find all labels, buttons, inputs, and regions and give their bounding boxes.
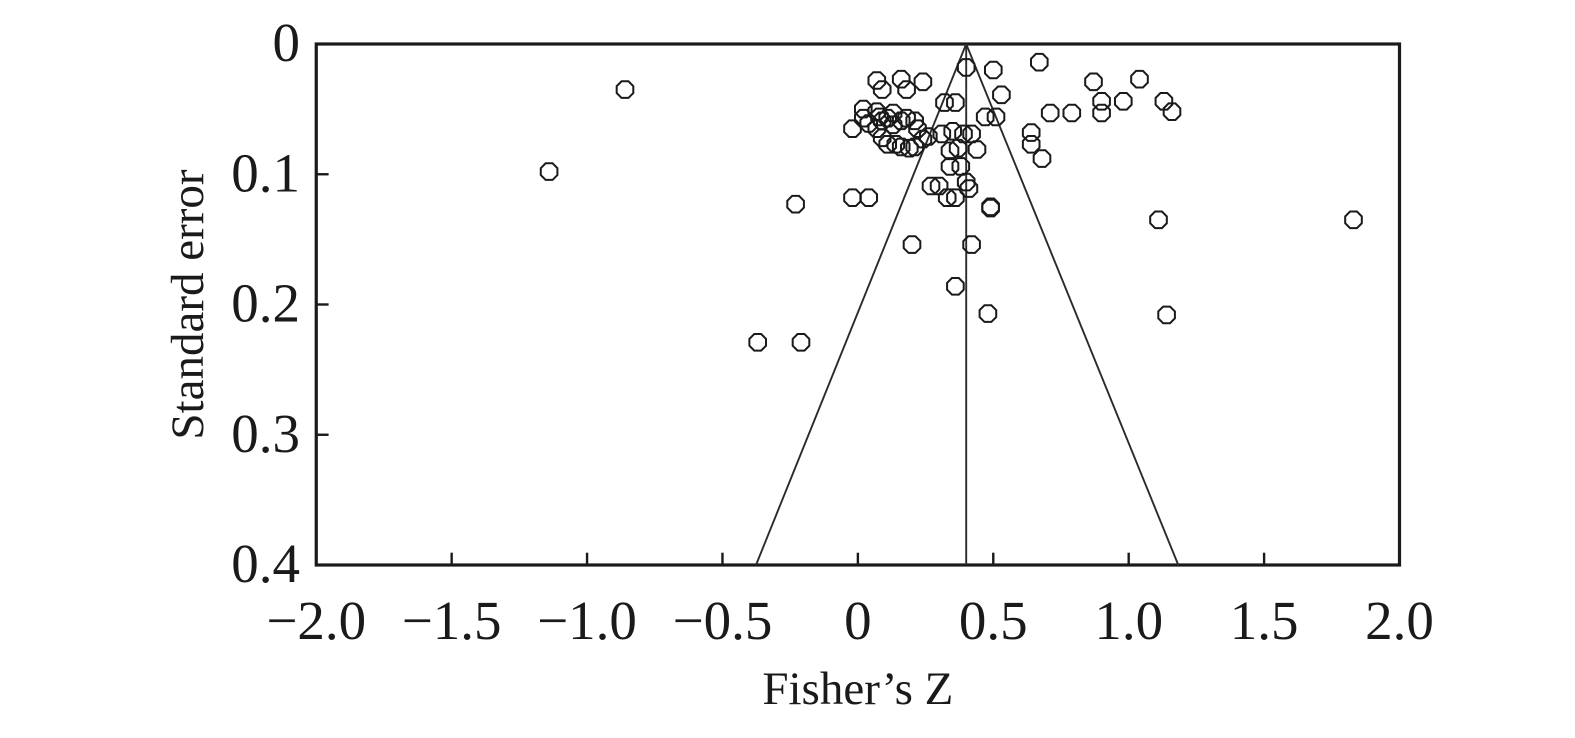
svg-text:−0.5: −0.5 [673,590,773,651]
svg-text:2.0: 2.0 [1365,590,1434,651]
svg-text:1.0: 1.0 [1094,590,1163,651]
svg-text:0.2: 0.2 [231,273,300,334]
svg-text:−1.5: −1.5 [402,590,502,651]
svg-text:0.5: 0.5 [959,590,1028,651]
svg-text:1.5: 1.5 [1230,590,1299,651]
svg-text:−1.0: −1.0 [537,590,637,651]
svg-text:0: 0 [273,12,301,73]
svg-text:Standard error: Standard error [162,169,214,439]
svg-text:0.1: 0.1 [231,142,300,203]
svg-text:0: 0 [844,590,872,651]
svg-text:0.4: 0.4 [231,533,300,594]
svg-text:Fisher’s Z: Fisher’s Z [762,663,953,715]
svg-text:0.3: 0.3 [231,403,300,464]
svg-text:−2.0: −2.0 [266,590,366,651]
